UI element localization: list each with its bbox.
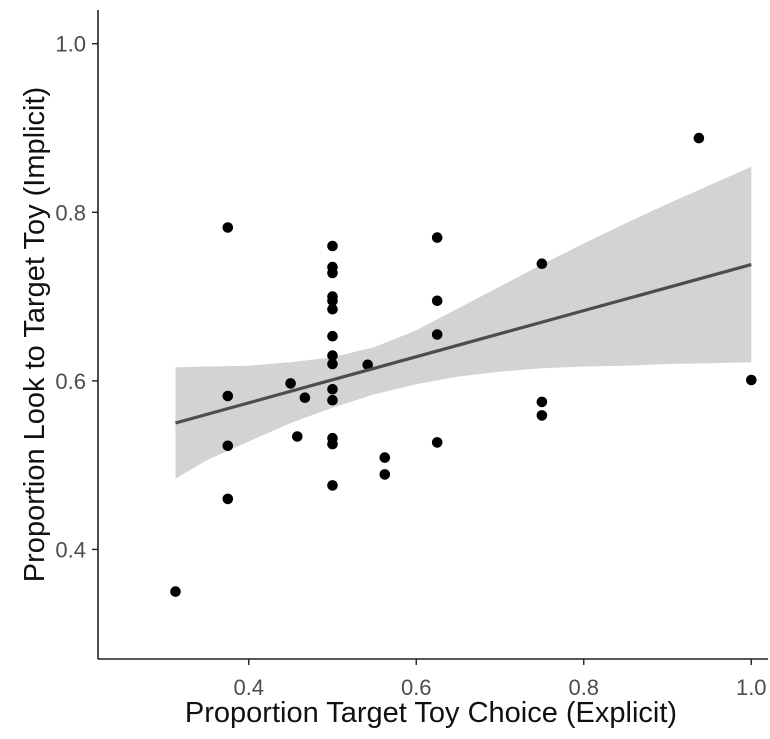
regression-line-layer bbox=[175, 263, 752, 425]
axes bbox=[92, 10, 768, 665]
data-point-26 bbox=[431, 232, 443, 243]
data-point-24 bbox=[379, 452, 391, 463]
data-point-11 bbox=[327, 267, 338, 279]
data-point-1 bbox=[170, 586, 181, 597]
regression-line bbox=[175, 263, 752, 425]
x-tick-label: 0.8 bbox=[568, 675, 599, 700]
confidence-band-layer bbox=[175, 166, 752, 479]
x-tick-label: 0.6 bbox=[401, 675, 432, 700]
y-tick-label: 0.4 bbox=[55, 537, 86, 562]
data-points-layer bbox=[170, 132, 757, 597]
x-axis-title: Proportion Target Toy Choice (Explicit) bbox=[185, 697, 677, 729]
data-point-4 bbox=[222, 440, 234, 452]
x-tick-label: 1.0 bbox=[736, 675, 767, 700]
data-point-3 bbox=[222, 390, 234, 402]
data-point-22 bbox=[327, 480, 338, 491]
confidence-band bbox=[175, 166, 752, 479]
data-point-14 bbox=[327, 303, 338, 315]
y-axis-title: Proportion Look to Target Toy (Implicit) bbox=[19, 87, 51, 582]
data-point-9 bbox=[327, 240, 338, 252]
y-tick-label: 0.6 bbox=[55, 369, 86, 394]
data-point-23 bbox=[362, 359, 374, 371]
data-point-31 bbox=[536, 396, 548, 408]
data-point-5 bbox=[222, 493, 234, 505]
data-point-7 bbox=[292, 431, 303, 442]
data-point-34 bbox=[746, 374, 757, 386]
tick-labels: 0.4 0.6 0.8 1.0 0.4 0.6 0.8 1.0 bbox=[55, 32, 766, 700]
data-point-33 bbox=[693, 132, 705, 144]
x-tick-label: 0.4 bbox=[233, 675, 264, 700]
data-point-32 bbox=[536, 410, 548, 421]
data-point-30 bbox=[536, 258, 548, 270]
data-point-27 bbox=[431, 295, 443, 307]
data-point-15 bbox=[327, 330, 338, 342]
data-point-28 bbox=[431, 329, 443, 340]
data-point-2 bbox=[222, 222, 234, 233]
data-point-6 bbox=[285, 378, 296, 389]
data-point-16 bbox=[327, 350, 338, 361]
data-point-8 bbox=[299, 392, 311, 404]
data-point-21 bbox=[327, 438, 338, 450]
data-point-19 bbox=[327, 394, 338, 406]
data-point-13 bbox=[327, 295, 338, 307]
data-point-29 bbox=[431, 437, 443, 448]
data-point-17 bbox=[327, 358, 338, 370]
y-tick-label: 0.8 bbox=[55, 200, 86, 225]
data-point-25 bbox=[379, 469, 391, 480]
data-point-18 bbox=[327, 384, 338, 395]
y-tick-label: 1.0 bbox=[55, 32, 86, 57]
